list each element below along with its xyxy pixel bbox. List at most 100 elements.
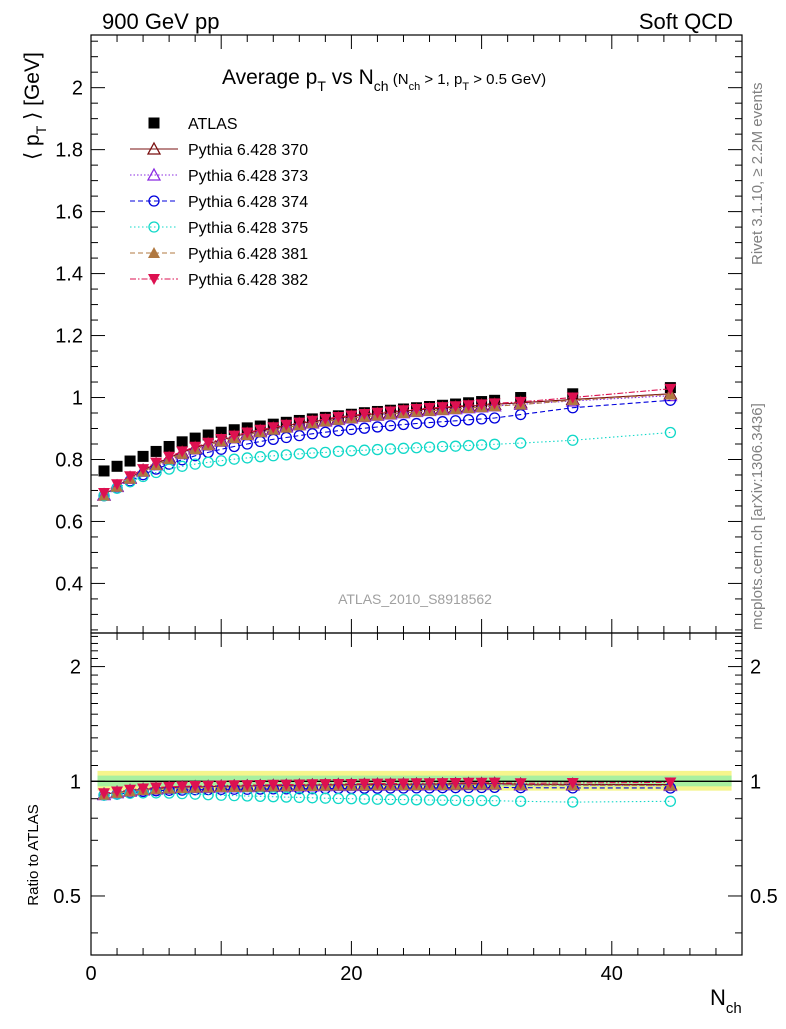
main-point-p375 (176, 460, 188, 472)
main-point-p375 (423, 441, 436, 453)
main-point-p382 (371, 407, 384, 419)
main-point-p382 (215, 434, 228, 446)
legend-label: Pythia 6.428 382 (188, 272, 308, 289)
main-panel: 0.4 0.6 0.8 1 1.2 1.4 1.6 1.8 2 (55, 34, 743, 634)
ratio-point-p382 (111, 786, 124, 798)
ratio-point-p382 (124, 784, 137, 796)
main-ytick-label: 0.6 (55, 511, 83, 533)
ratio-point-p382 (98, 788, 111, 800)
legend-marker (148, 274, 160, 285)
main-point-p382 (384, 406, 397, 418)
legend-entry-p373: Pythia 6.428 373 (130, 167, 308, 185)
main-point-p375 (332, 445, 345, 458)
x-tick-label: 40 (601, 963, 623, 985)
ratio-ytick-label-left: 0.5 (53, 886, 81, 908)
title-cond2: > 1, p (420, 71, 462, 88)
ratio-point-p375 (410, 794, 423, 806)
legend-entry-p375: Pythia 6.428 375 (130, 220, 308, 237)
ratio-point-p375 (515, 795, 527, 807)
main-point-p382 (163, 451, 176, 463)
ratio-point-p382 (384, 778, 397, 790)
main-point-p375 (306, 447, 318, 459)
main-point-p382 (397, 405, 410, 417)
main-point-p375 (567, 434, 579, 446)
main-point-p374 (488, 412, 501, 424)
main-point-p382 (137, 464, 150, 476)
ratio-point-p375 (267, 791, 279, 803)
main-point-p374 (254, 435, 266, 448)
ratio-line-p370 (103, 783, 671, 795)
main-point-p382 (664, 383, 677, 395)
ratio-point-p382 (137, 783, 150, 795)
ratio-point-p382 (241, 780, 254, 792)
title-cond1: (N (389, 71, 409, 88)
main-point-p375 (384, 443, 397, 455)
main-point-p382 (98, 487, 111, 499)
title-vs: vs N (326, 66, 374, 89)
ratio-point-p382 (306, 779, 319, 791)
main-point-p382 (462, 400, 475, 412)
main-point-p374 (449, 415, 462, 427)
main-point-p382 (254, 424, 267, 436)
main-point-p382 (436, 402, 449, 414)
title-cond1-sub: ch (409, 81, 421, 93)
main-point-p375 (462, 439, 475, 452)
main-point-p382 (293, 417, 306, 429)
ratio-ylabel: Ratio to ATLAS (25, 804, 42, 905)
main-point-p375 (515, 437, 527, 449)
main-point-ATLAS (111, 460, 123, 472)
main-ylabel: ⟨ pT ⟩ [GeV] (21, 52, 49, 160)
ratio-point-p382 (267, 779, 280, 791)
main-ytick-label: 1.4 (55, 264, 83, 286)
ratio-frame (90, 632, 743, 956)
main-point-p382 (319, 413, 332, 425)
main-point-p375 (254, 451, 266, 463)
header-left: 900 GeV pp (102, 9, 219, 34)
main-point-p375 (280, 449, 292, 461)
ratio-ytick-label-left: 1 (70, 771, 81, 793)
main-point-ATLAS (163, 440, 175, 452)
main-point-p375 (345, 445, 358, 457)
legend-label: Pythia 6.428 375 (188, 220, 308, 237)
main-point-ATLAS (176, 436, 188, 448)
legend-entry-p382: Pythia 6.428 382 (130, 272, 308, 289)
ratio-point-p375 (475, 794, 488, 807)
main-point-p374 (410, 417, 423, 430)
ratio-point-p375 (423, 794, 436, 806)
ratio-panel: 0.5 0.51 12 20 20 40 (53, 632, 778, 985)
main-point-p382 (228, 430, 241, 442)
main-line-p370 (103, 393, 671, 496)
main-ytick-label: 2 (72, 78, 83, 100)
main-point-p375 (371, 443, 384, 456)
ratio-point-p382 (345, 778, 358, 790)
ratio-ytick-label-right: 2 (750, 657, 761, 679)
main-point-p382 (189, 441, 202, 453)
main-point-p374 (345, 423, 358, 436)
main-point-ATLAS (150, 445, 162, 457)
x-tick-label: 0 (85, 963, 96, 985)
ratio-ytick-label-right: 1 (750, 771, 761, 793)
main-ytick-label: 1.6 (55, 202, 83, 224)
main-point-p375 (202, 456, 214, 468)
main-point-p382 (423, 403, 436, 415)
x-tick-label: 20 (340, 963, 362, 985)
main-point-p374 (319, 426, 332, 438)
legend-marker (148, 117, 160, 129)
main-point-p375 (215, 455, 227, 467)
ratio-line-p375 (103, 792, 671, 803)
main-point-p375 (436, 440, 449, 453)
main-point-p382 (410, 403, 423, 415)
main-line-p375 (103, 431, 671, 497)
main-point-ATLAS (202, 429, 214, 441)
xlabel-main: N (710, 985, 726, 1010)
main-point-p382 (449, 401, 462, 413)
legend-marker (146, 141, 162, 155)
ylabel-sub: T (33, 125, 49, 134)
main-point-p374 (397, 418, 410, 431)
ratio-point-p375 (345, 793, 358, 805)
ratio-point-p382 (254, 779, 267, 791)
legend-marker (148, 195, 160, 207)
ratio-point-p375 (293, 791, 305, 804)
ratio-point-p382 (475, 777, 488, 789)
main-point-p382 (280, 419, 293, 431)
